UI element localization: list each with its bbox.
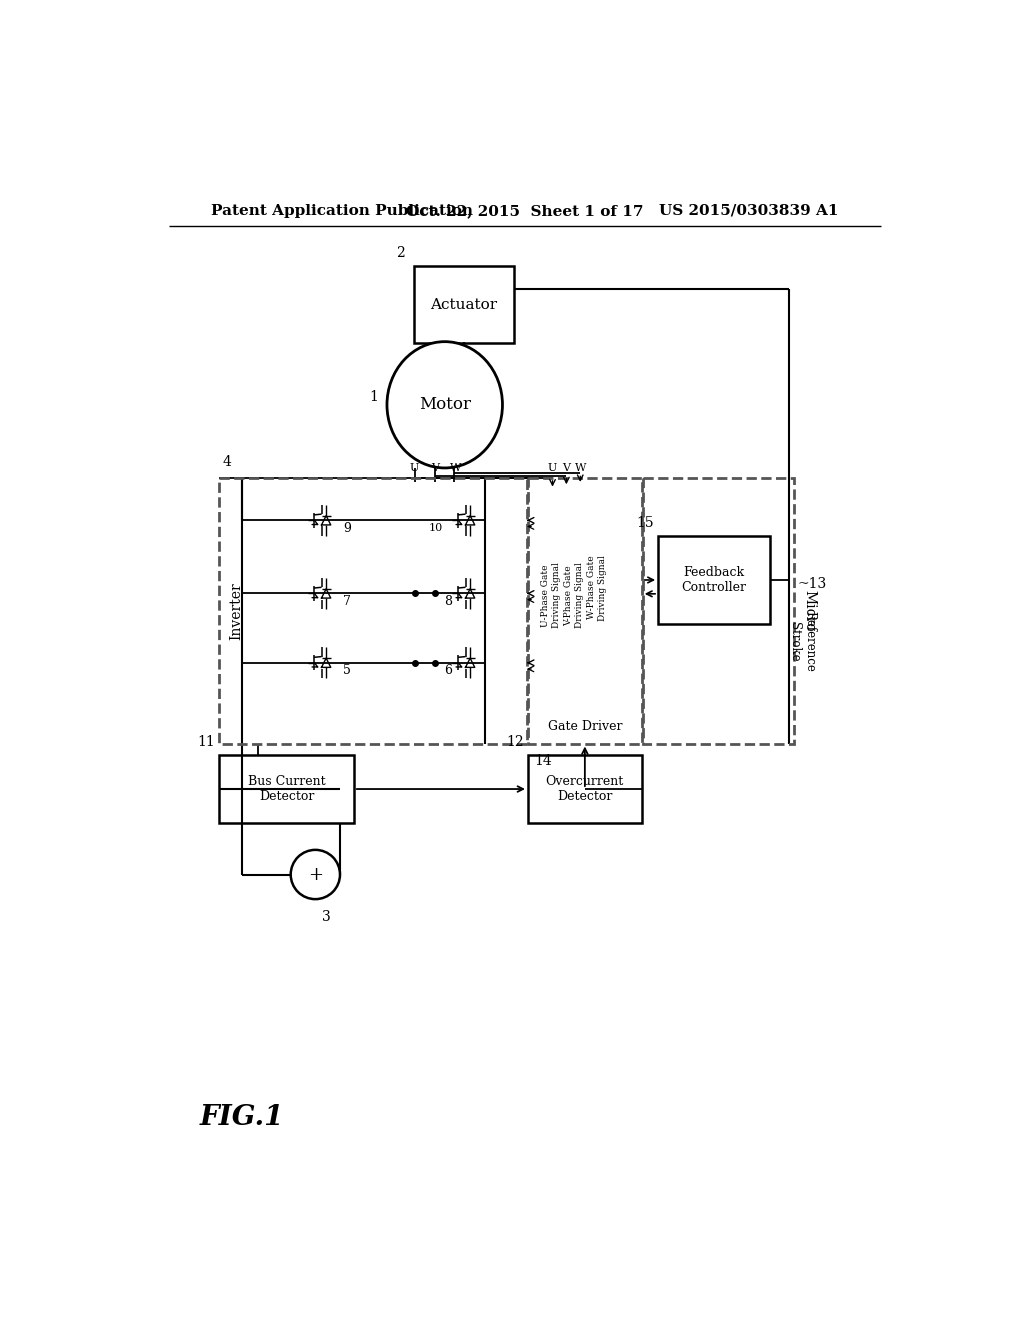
Text: V: V	[562, 462, 570, 473]
Text: Oct. 22, 2015  Sheet 1 of 17: Oct. 22, 2015 Sheet 1 of 17	[407, 203, 643, 218]
Text: Bus Current
Detector: Bus Current Detector	[248, 775, 326, 803]
Text: FIG.1: FIG.1	[200, 1104, 285, 1130]
Bar	[658, 536, 770, 624]
Text: 15: 15	[637, 516, 654, 529]
Text: Motor: Motor	[419, 396, 471, 413]
Text: V-Phase Gate
Driving Signal: V-Phase Gate Driving Signal	[564, 562, 584, 628]
Text: 12: 12	[507, 735, 524, 748]
Text: U: U	[410, 462, 419, 473]
Text: 14: 14	[535, 755, 552, 768]
Text: Gate Driver: Gate Driver	[548, 721, 623, 733]
Text: ~13: ~13	[798, 577, 826, 591]
Text: Inverter: Inverter	[229, 582, 243, 640]
Text: W-Phase Gate
Driving Signal: W-Phase Gate Driving Signal	[588, 554, 607, 620]
Text: 6: 6	[444, 664, 452, 677]
Bar	[219, 755, 354, 822]
Text: US 2015/0303839 A1: US 2015/0303839 A1	[659, 203, 839, 218]
Text: Micro: Micro	[802, 590, 816, 631]
Text: W: W	[574, 462, 586, 473]
Text: Feedback
Controller: Feedback Controller	[681, 566, 746, 594]
Bar	[414, 267, 514, 343]
Text: 8: 8	[444, 594, 452, 607]
Text: 3: 3	[322, 909, 331, 924]
Ellipse shape	[387, 342, 503, 469]
Text: 10: 10	[428, 523, 442, 533]
Text: 7: 7	[343, 594, 351, 607]
Text: 11: 11	[198, 735, 215, 748]
Bar	[528, 755, 642, 822]
Text: 9: 9	[343, 521, 351, 535]
Text: V: V	[431, 462, 438, 473]
Text: 5: 5	[343, 664, 351, 677]
Text: 2: 2	[396, 246, 404, 260]
Text: +: +	[308, 866, 323, 883]
Text: U-Phase Gate
Driving Signal: U-Phase Gate Driving Signal	[542, 562, 561, 628]
Text: U: U	[548, 462, 557, 473]
Text: Overcurrent
Detector: Overcurrent Detector	[546, 775, 624, 803]
Text: 1: 1	[369, 391, 378, 404]
Bar	[643, 478, 794, 743]
Text: 4: 4	[223, 454, 231, 469]
Text: W: W	[450, 462, 461, 473]
Text: Reference
Stroke: Reference Stroke	[788, 611, 816, 672]
Bar	[528, 478, 642, 743]
Bar	[219, 478, 527, 743]
Text: Patent Application Publication: Patent Application Publication	[211, 203, 473, 218]
Text: Actuator: Actuator	[430, 298, 498, 312]
